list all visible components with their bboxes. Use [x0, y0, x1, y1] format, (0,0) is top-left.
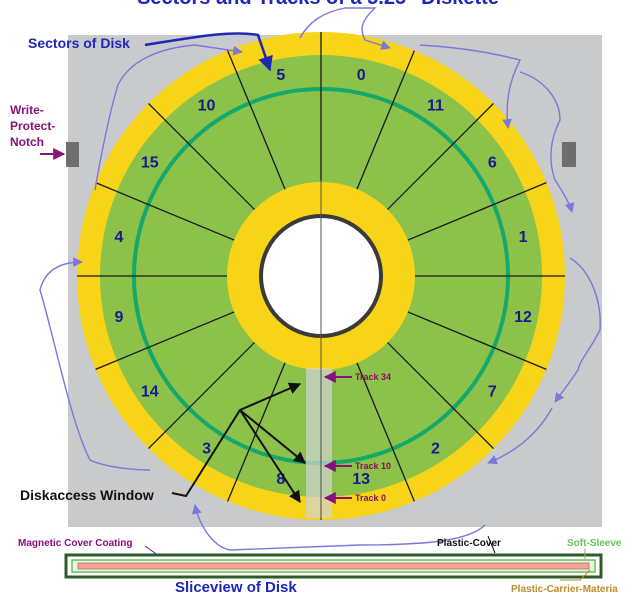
plastic-cover-label: Plastic-Cover — [437, 538, 501, 549]
sector-number: 8 — [276, 471, 285, 488]
diagram-title: Sectors and Tracks of a 5.25" Diskette — [137, 0, 499, 9]
sector-number: 5 — [276, 67, 285, 84]
sector-labels: 0 11 6 1 12 7 2 13 8 3 14 9 4 15 10 5 — [115, 67, 533, 488]
slice-carrier — [77, 562, 590, 570]
disk-access-window-label: Diskaccess Window — [20, 487, 154, 503]
sector-number: 9 — [115, 309, 124, 326]
magnetic-coating-label: Magnetic Cover Coating — [18, 538, 132, 549]
sector-number: 0 — [357, 67, 366, 84]
slice-view-label: Sliceview of Disk — [175, 579, 297, 594]
sector-number: 4 — [115, 229, 124, 246]
write-protect-label: Write- Protect- Notch — [10, 103, 55, 149]
rotation-arrows — [39, 7, 601, 551]
disk-access-window — [306, 368, 332, 518]
sector-number: 10 — [198, 98, 216, 115]
track-34-label: Track 34 — [355, 372, 391, 382]
write-protect-notch-left — [66, 142, 79, 167]
write-protect-line-3: Notch — [10, 135, 44, 149]
track-0-label: Track 0 — [355, 493, 386, 503]
sector-number: 15 — [141, 155, 159, 172]
track-10-label: Track 10 — [355, 461, 391, 471]
sector-number: 11 — [427, 98, 444, 115]
sectors-callout-arrow — [144, 32, 273, 72]
write-protect-line-1: Write- — [10, 103, 44, 117]
sector-number: 13 — [352, 471, 370, 488]
soft-sleeve-label: Soft-Sleeve — [567, 538, 622, 549]
plastic-carrier-label: Plastic-Carrier-Materia — [511, 584, 618, 594]
sector-number: 2 — [431, 440, 440, 457]
plastic-carrier-pointer — [560, 569, 591, 581]
sector-number: 6 — [488, 155, 497, 172]
sector-number: 7 — [488, 383, 497, 400]
sector-number: 12 — [514, 309, 532, 326]
sector-number: 14 — [141, 383, 159, 400]
sector-number: 3 — [202, 440, 211, 457]
write-protect-notch-right — [562, 142, 576, 167]
sector-number: 1 — [519, 229, 528, 246]
write-protect-line-2: Protect- — [10, 119, 55, 133]
plastic-cover-pointer — [487, 535, 496, 554]
disk-access-window-arrows — [171, 382, 306, 504]
sectors-callout-label: Sectors of Disk — [28, 35, 130, 51]
